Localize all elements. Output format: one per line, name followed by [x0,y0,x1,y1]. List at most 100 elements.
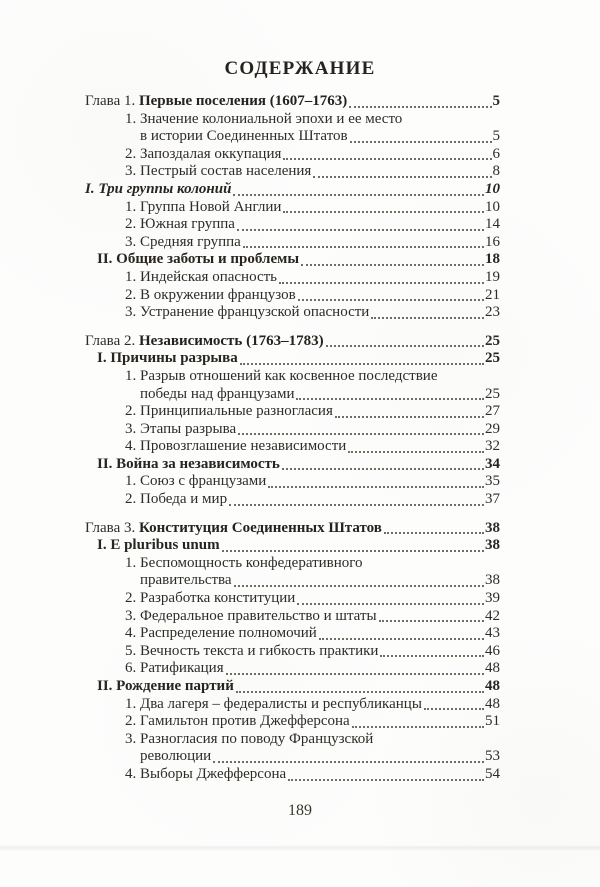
toc-entry-text: 1. Группа Новой Англии [125,198,282,215]
toc-page-number: 32 [485,438,500,455]
toc-page-number: 42 [485,607,500,624]
toc-row: I. Три группы колоний 10 [85,181,500,199]
dot-leader [297,299,484,302]
toc-entry-text: 1. Два лагеря – федералисты и республика… [125,695,422,712]
dot-leader [239,362,484,365]
dot-leader [349,140,492,143]
toc-entry-text: 4. Выборы Джефферсона [125,765,287,782]
toc-page-number: 37 [485,491,500,508]
toc-row: 2. В окружении французов 21 [125,287,500,305]
toc-page-number: 48 [485,695,500,712]
chapter-title: Конституция Соединенных Штатов [138,519,382,536]
toc-page-number: 38 [485,537,500,554]
chapter-number: Глава 2. [85,332,139,349]
dot-leader [325,345,484,348]
toc-row: II. Рождение партий 48 [97,678,500,696]
toc-entry-text: 2. Победа и мир [125,491,228,508]
toc-page-number: 34 [485,455,500,472]
toc-page-number: 8 [492,163,501,180]
toc-page-number: 5 [492,93,501,109]
toc-row: 1. Разрыв отношений как косвенное послед… [125,368,500,386]
toc-entry-text: I. Причины разрыва [97,350,238,367]
toc-row: победы над французами 25 [140,386,500,404]
toc-row: 5. Вечность текста и гибкость практики 46 [125,643,500,661]
toc-entry-text: Глава 1. Первые поселения (1607–1763) [85,93,347,111]
toc-row: 4. Провозглашение независимости 32 [125,438,500,456]
toc-page-number: 5 [492,128,501,145]
toc-row: 2. Запоздалая оккупация 6 [125,146,500,164]
dot-leader [301,263,484,266]
toc-row: II. Война за независимость 34 [97,456,500,474]
toc-row: 3. Средняя группа 16 [125,234,500,252]
dot-leader [297,602,484,605]
toc-entry-text: революции [140,748,212,765]
toc-entry-text: 3. Пестрый состав населения [125,163,312,180]
toc-entry-text: I. E pluribus unum [97,537,220,554]
scan-artifact-streak [0,845,600,851]
toc-entry-text: 4. Провозглашение независимости [125,438,347,455]
toc-page-number: 10 [485,180,500,197]
dot-leader [235,690,484,693]
toc-entry-text: Глава 2. Независимость (1763–1783) [85,333,324,351]
toc-page-number: 53 [485,748,500,765]
toc-row: II. Общие заботы и проблемы 18 [97,251,500,269]
dot-leader [225,673,484,675]
toc-row: 3. Разногласия по поводу Французской [125,731,500,749]
dot-leader [351,725,484,728]
dot-leader [279,281,484,284]
toc-page-number: 46 [485,642,500,659]
toc-entry-text: II. Война за независимость [97,455,280,472]
toc-row: 3. Пестрый состав населения 8 [125,163,500,181]
toc-row: I. Причины разрыва 25 [97,350,500,368]
toc-page-number: 27 [485,403,500,420]
toc-row: 3. Этапы разрыва 29 [125,421,500,439]
dot-leader [236,228,484,231]
toc-row: правительства 38 [140,572,500,590]
chapter-number: Глава 1. [85,93,139,109]
toc-row: 6. Ратификация 48 [125,660,500,678]
toc-row: 2. Победа и мир 37 [125,491,500,509]
toc-entry-text: 1. Беспомощность конфедеративного [125,554,363,571]
chapter-title: Первые поселения (1607–1763) [138,93,348,109]
toc-entry-text: 2. Принципиальные разногласия [125,403,333,420]
toc-row: Глава 3. Конституция Соединенных Штатов 3… [85,520,500,538]
toc-entry-text: правительства [140,572,232,589]
toc-page-number: 23 [485,304,500,321]
dot-leader [233,193,484,196]
toc-page-number: 25 [485,332,500,349]
toc-entry-text: 1. Индейская опасность [125,268,277,285]
toc-page-number: 38 [485,519,500,536]
toc-page-number: 43 [485,625,500,642]
toc-page-number: 48 [485,660,500,677]
dot-leader [313,175,492,178]
toc-entry-text: 2. Запоздалая оккупация [125,145,282,162]
toc-entry-text: II. Рождение партий [97,678,234,694]
toc-page-number: 18 [485,251,500,268]
dot-leader [283,158,492,161]
toc-entry-text: 2. Гамильтон против Джефферсона [125,713,350,730]
toc-entry-text: 1. Значение колониальной эпохи и ее мест… [125,110,403,127]
dot-leader [288,778,484,781]
toc-row: 2. Разработка конституции 39 [125,590,500,608]
dot-leader [423,708,484,711]
toc-page-number: 38 [485,572,500,589]
toc-row: революции 53 [140,748,500,766]
toc-page-number: 14 [485,216,500,233]
toc-entry-text: II. Общие заботы и проблемы [97,251,300,268]
toc-page-number: 6 [492,145,501,162]
dot-leader [334,415,484,418]
dot-leader [283,211,484,214]
chapter-title: Независимость (1763–1783) [138,332,324,349]
toc-entry-text: 3. Этапы разрыва [125,420,237,437]
toc-row: I. E pluribus unum 38 [97,537,500,555]
folio-page-number: 189 [288,802,312,819]
toc-row: 2. Гамильтон против Джефферсона 51 [125,713,500,731]
dot-leader [238,433,484,436]
toc-page-number: 51 [485,713,500,730]
toc-row: 4. Распределение полномочий 43 [125,625,500,643]
toc-page-number: 25 [485,350,500,367]
toc-page-number: 19 [485,268,500,285]
toc-entry-text: 4. Распределение полномочий [125,625,317,642]
toc-page-number: 48 [485,678,500,694]
